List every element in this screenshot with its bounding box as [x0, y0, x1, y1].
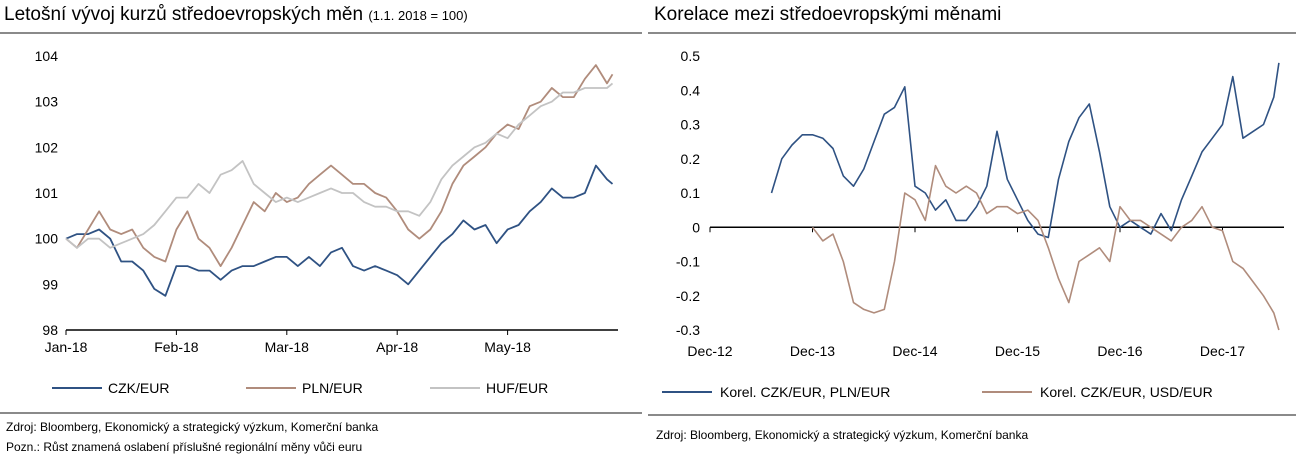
right-y-tick-label: 0.5	[681, 48, 701, 64]
left-x-tick-label: Feb-18	[154, 339, 199, 355]
right-bottom-rule	[648, 414, 1296, 416]
left-chart-svg: 98 99 100 101 102 103 104 Jan-18 Feb-18 Mar-18 Apr…	[35, 48, 618, 396]
right-y-tick-label: -0.3	[676, 322, 700, 338]
right-y-tick-label: 0.1	[681, 185, 701, 201]
right-legend-label: Korel. CZK/EUR, USD/EUR	[1040, 384, 1213, 400]
left-title-main: Letošní vývoj kurzů středoevropských měn	[4, 4, 364, 25]
left-y-tick-label: 104	[35, 48, 59, 64]
left-x-tick-label: Apr-18	[376, 339, 418, 355]
right-y-tick-label: 0.4	[681, 82, 701, 98]
left-y-tick-label: 102	[35, 139, 59, 155]
right-source: Zdroj: Bloomberg, Ekonomický a strategic…	[656, 428, 1029, 442]
right-x-tick-label: Dec-15	[995, 343, 1040, 359]
right-series-korel-czk-eur-pln-eur	[770, 62, 1280, 239]
left-note: Pozn.: Růst znamená oslabení příslušné r…	[6, 440, 363, 454]
right-x-tick-label: Dec-14	[892, 343, 937, 359]
right-legend-label: Korel. CZK/EUR, PLN/EUR	[720, 384, 890, 400]
right-y-tick-label: -0.1	[676, 254, 700, 270]
left-legend-label: CZK/EUR	[108, 380, 169, 396]
left-y-tick-label: 98	[42, 322, 58, 338]
left-series-czk-eur	[65, 164, 614, 297]
left-y-tick-label: 99	[42, 276, 58, 292]
left-legend-label: PLN/EUR	[302, 380, 363, 396]
left-x-tick-label: May-18	[484, 339, 531, 355]
left-y-tick-label: 100	[35, 231, 59, 247]
right-y-tick-label: -0.2	[676, 288, 700, 304]
left-title-sub: (1.1. 2018 = 100)	[368, 8, 468, 23]
left-bottom-rule	[0, 412, 642, 414]
left-legend-label: HUF/EUR	[486, 380, 548, 396]
right-x-tick-label: Dec-13	[790, 343, 835, 359]
left-series-huf-eur	[65, 82, 614, 249]
right-x-tick-label: Dec-16	[1097, 343, 1142, 359]
right-chart-title: Korelace mezi středoevropskými měnami	[654, 4, 1002, 25]
left-chart-panel: Letošní vývoj kurzů středoevropských měn…	[0, 0, 642, 466]
right-x-tick-label: Dec-17	[1200, 343, 1245, 359]
right-chart-panel: Korelace mezi středoevropskými měnami -0…	[648, 0, 1296, 466]
left-x-tick-label: Mar-18	[265, 339, 310, 355]
right-x-tick-label: Dec-12	[687, 343, 732, 359]
right-series-korel-czk-eur-usd-eur	[811, 164, 1280, 331]
left-y-tick-label: 103	[35, 94, 59, 110]
left-y-tick-label: 101	[35, 185, 59, 201]
left-top-rule	[0, 32, 642, 34]
right-top-rule	[648, 32, 1296, 34]
left-source: Zdroj: Bloomberg, Ekonomický a strategic…	[6, 420, 379, 434]
right-y-tick-label: 0.3	[681, 117, 701, 133]
left-chart-title: Letošní vývoj kurzů středoevropských měn…	[4, 4, 468, 26]
right-chart-svg: -0.3 -0.2 -0.1 0 0.1 0.2 0.3 0.4 0.5 Dec-12 Dec-13…	[662, 48, 1284, 400]
right-y-tick-label: 0.2	[681, 151, 701, 167]
right-y-tick-label: 0	[692, 219, 700, 235]
left-x-tick-label: Jan-18	[45, 339, 88, 355]
left-series-pln-eur	[65, 64, 614, 268]
